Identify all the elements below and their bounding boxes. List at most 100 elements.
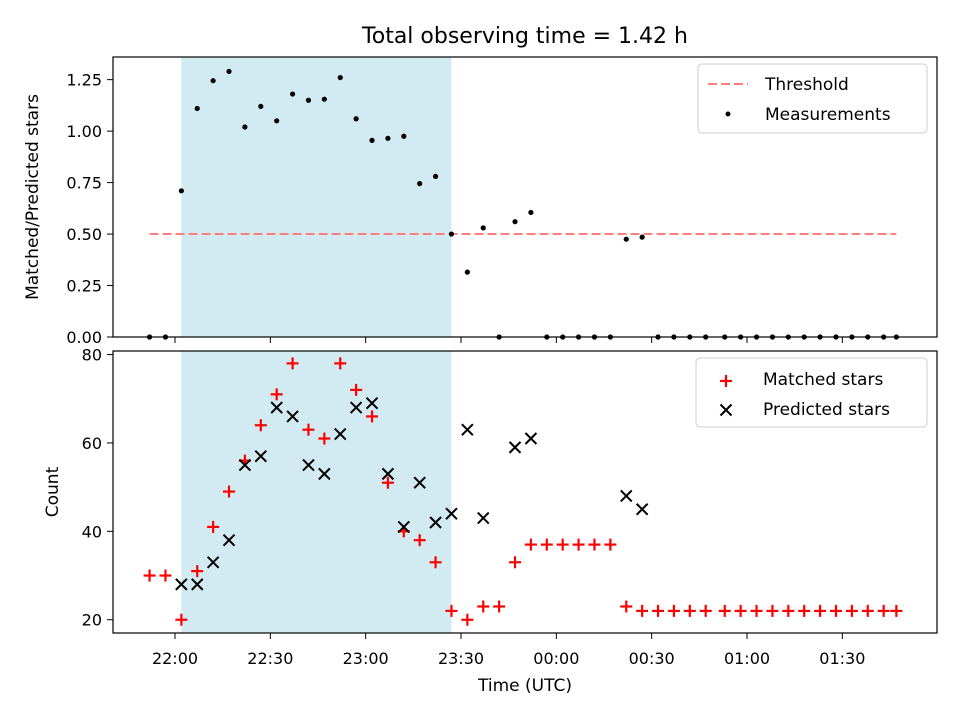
top-y-axis-ticks: 0.00 0.25 0.50 0.75 1.00 1.25: [66, 71, 113, 347]
top-plot-frame: [112, 56, 938, 338]
matched-star-point: [302, 423, 315, 436]
measurement-point: [258, 103, 264, 110]
bottom-y-tick-label: 80: [82, 346, 102, 365]
matched-star-point: [286, 357, 299, 370]
matched-star-point: [572, 538, 585, 551]
matched-star-point: [718, 604, 731, 617]
measurement-point: [512, 219, 518, 225]
matched-star-point: [750, 604, 763, 617]
predicted-star-point: [508, 441, 522, 454]
bottom-y-axis-ticks: 20 40 60 80: [82, 346, 113, 630]
bottom-plot-frame: [112, 350, 938, 634]
bottom-x-axis-ticks: 22:00 22:30 23:00 23:30 00:00 00:30 01:00 01:30: [152, 633, 865, 668]
top-y-tick-label: 0.00: [66, 328, 102, 347]
measurement-point: [242, 124, 248, 130]
x-tick-label: 00:00: [533, 649, 579, 668]
legend-matched-label: Matched stars: [763, 370, 883, 390]
top-y-tick-label: 0.75: [66, 174, 102, 193]
matched-star-point: [652, 604, 665, 617]
matched-star-point: [798, 604, 811, 617]
measurement-point: [432, 173, 439, 180]
predicted-star-point: [270, 401, 283, 414]
legend-measurements-label: Measurements: [765, 105, 891, 125]
measurement-point: [369, 137, 375, 143]
matched-star-point: [845, 604, 858, 617]
measurement-point: [321, 96, 327, 102]
top-legend: Threshold Measurements: [697, 63, 928, 134]
matched-star-point: [540, 538, 553, 551]
predicted-star-point: [635, 503, 649, 516]
measurement-point: [353, 116, 359, 122]
matched-star-point: [350, 383, 363, 396]
matched-star-point: [159, 569, 172, 582]
matched-star-point: [270, 388, 283, 401]
matched-star-point: [683, 604, 696, 617]
x-tick-label: 22:30: [247, 649, 293, 668]
top-y-axis-label: Matched/Predicted stars: [23, 94, 43, 300]
predicted-star-point: [397, 520, 411, 534]
legend-predicted-swatch: [719, 403, 733, 417]
predicted-star-point: [461, 423, 474, 436]
predicted-star-point: [445, 507, 458, 520]
bottom-legend-box: [695, 357, 928, 428]
predicted-star-point: [524, 432, 538, 445]
predicted-star-point: [429, 516, 442, 529]
matched-star-point: [477, 600, 490, 613]
predicted-star-point: [318, 467, 331, 481]
matched-star-point: [461, 613, 474, 626]
matched-star-point: [734, 604, 747, 617]
measurement-point: [274, 118, 280, 124]
predicted-star-point: [381, 467, 395, 481]
matched-star-point: [814, 604, 827, 617]
matched-star-point: [143, 569, 156, 582]
measurement-point: [528, 209, 534, 216]
legend-measurements-swatch: [725, 111, 731, 117]
matched-star-point: [861, 604, 874, 617]
matched-star-point: [381, 476, 394, 489]
predicted-star-point: [365, 396, 379, 410]
legend-predicted-label: Predicted stars: [763, 400, 890, 420]
measurement-point: [385, 135, 391, 141]
matched-star-point: [636, 604, 649, 617]
measurement-point: [289, 91, 296, 97]
bottom-y-tick-label: 60: [82, 434, 102, 453]
x-tick-label: 23:30: [438, 649, 484, 668]
bottom-y-tick-label: 20: [82, 611, 102, 630]
matched-star-point: [413, 534, 426, 547]
bottom-shaded-interval: [181, 351, 452, 633]
x-tick-label: 23:00: [343, 649, 389, 668]
measurement-point: [464, 269, 470, 275]
matched-star-point: [782, 604, 795, 617]
measurement-point: [639, 234, 645, 240]
matched-star-point: [699, 604, 712, 617]
matched-star-point: [223, 485, 236, 498]
matched-star-point: [334, 357, 347, 370]
x-axis-label: Time (UTC): [477, 676, 572, 696]
top-y-tick-label: 0.25: [66, 277, 102, 296]
legend-threshold-label: Threshold: [764, 75, 849, 95]
measurement-point: [305, 97, 312, 103]
measurement-point: [401, 133, 407, 139]
predicted-star-point: [175, 578, 188, 591]
matched-star-point: [191, 565, 204, 578]
matched-star-point: [509, 556, 522, 569]
predicted-star-point: [254, 449, 268, 463]
predicted-stars-series: [175, 396, 649, 591]
x-tick-label: 00:30: [629, 649, 675, 668]
top-panel: 0.00 0.25 0.50 0.75 1.00 1.25 Matched/Predict…: [23, 56, 938, 347]
matched-star-point: [890, 604, 903, 617]
predicted-star-point: [334, 427, 347, 441]
measurement-point: [178, 188, 184, 194]
top-legend-box: [697, 63, 928, 134]
matched-star-point: [620, 600, 633, 613]
matched-star-point: [667, 604, 680, 617]
top-y-tick-label: 0.50: [66, 225, 102, 244]
matched-star-point: [175, 613, 188, 626]
predicted-star-point: [206, 556, 220, 569]
measurement-point: [448, 231, 455, 237]
predicted-star-point: [302, 458, 315, 472]
matched-star-point: [445, 604, 458, 617]
matched-star-point: [766, 604, 779, 617]
predicted-star-point: [349, 401, 363, 414]
matched-star-point: [588, 538, 601, 551]
